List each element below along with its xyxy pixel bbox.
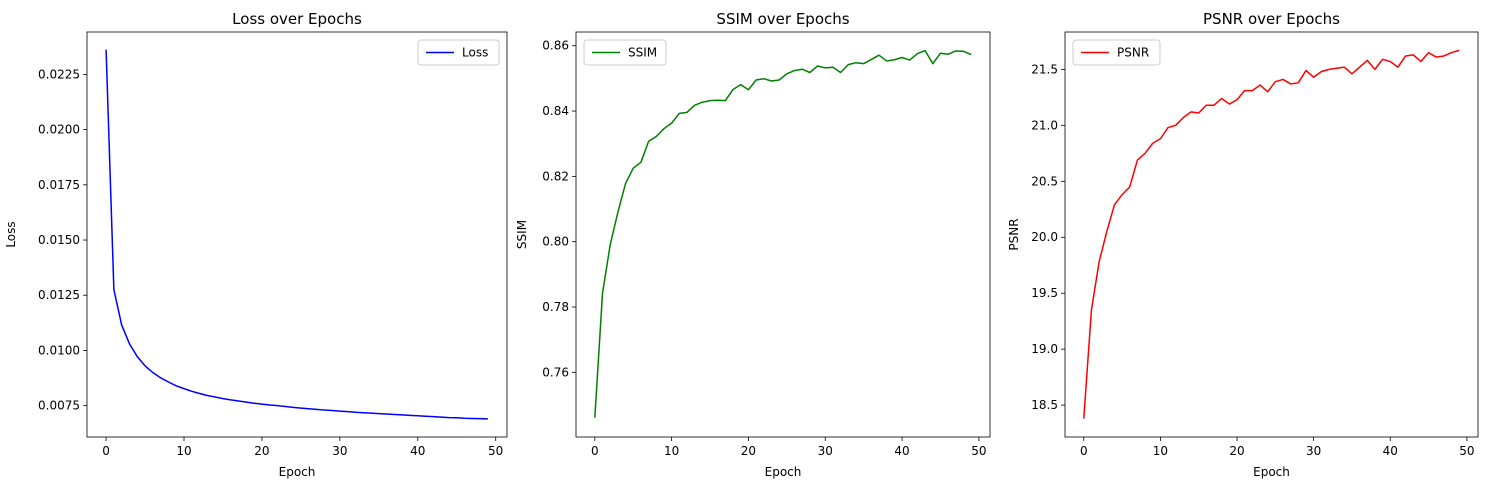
chart-1-y-tick-label: 0.0225 (38, 67, 80, 81)
chart-2-legend-label: SSIM (628, 46, 657, 60)
chart-1-y-tick-label: 0.0150 (38, 233, 80, 247)
chart-3-y-tick-label: 21.5 (1031, 62, 1058, 76)
chart-2-y-tick-label: 0.82 (542, 169, 569, 183)
chart-2-title: SSIM over Epochs (716, 10, 849, 28)
chart-1-x-tick-label: 40 (410, 444, 425, 458)
chart-1-y-tick-label: 0.0200 (38, 123, 80, 137)
chart-1: 0 10 20 30 40 50 0.0075 0.0100 0.0125 0.0150 0.017… (4, 10, 508, 479)
chart-3-x-tick-label: 10 (1153, 444, 1168, 458)
chart-2-y-tick-label: 0.78 (542, 300, 569, 314)
chart-3-y-tick-label: 19.0 (1031, 342, 1058, 356)
chart-2-legend: SSIM (583, 39, 667, 66)
chart-2-x-tick-label: 40 (894, 444, 909, 458)
chart-2-y-tick-label: 0.86 (542, 39, 569, 53)
chart-1-y-tick-label: 0.0175 (38, 178, 80, 192)
chart-1-title: Loss over Epochs (232, 10, 362, 28)
chart-3-legend-label: PSNR (1117, 46, 1149, 60)
chart-1-legend-box (417, 39, 500, 66)
chart-1-y-tick-label: 0.0075 (38, 399, 80, 413)
chart-2-x-tick-label: 10 (664, 444, 679, 458)
chart-3-y-tick-label: 20.0 (1031, 230, 1058, 244)
chart-2-x-tick-label: 20 (741, 444, 756, 458)
chart-2-series-line (594, 49, 972, 418)
chart-1-x-tick-label: 0 (102, 444, 110, 458)
chart-3-x-axis-label: Epoch (1253, 465, 1290, 479)
chart-3-legend: PSNR (1072, 39, 1161, 66)
chart-2-y-tick-label: 0.80 (542, 235, 569, 249)
chart-2-x-tick-label: 0 (591, 444, 599, 458)
chart-1-legend: Loss (417, 39, 500, 66)
chart-1-y-tick-label: 0.0100 (38, 343, 80, 357)
chart-2-y-tick-label: 0.84 (542, 104, 569, 118)
chart-3-x-tick-label: 50 (1459, 444, 1474, 458)
chart-1-x-tick-label: 10 (176, 444, 191, 458)
chart-3-y-tick-label: 20.5 (1031, 174, 1058, 188)
chart-3-x-tick-label: 0 (1080, 444, 1088, 458)
chart-3-y-tick-label: 19.5 (1031, 286, 1058, 300)
chart-3-x-tick-label: 30 (1306, 444, 1321, 458)
chart-3-x-tick-label: 20 (1229, 444, 1244, 458)
chart-3-y-tick-label: 21.0 (1031, 118, 1058, 132)
chart-2: 0 10 20 30 40 50 0.76 0.78 0.80 0.82 0.84 0.86 SSIM … (515, 10, 991, 479)
chart-1-x-axis-label: Epoch (279, 465, 316, 479)
chart-3-y-axis-label: PSNR (1007, 218, 1021, 250)
chart-2-y-axis-label: SSIM (515, 220, 529, 249)
chart-2-y-tick-label: 0.76 (542, 365, 569, 379)
chart-1-y-tick-label: 0.0125 (38, 288, 80, 302)
chart-1-x-tick-label: 30 (332, 444, 347, 458)
chart-2-x-tick-label: 30 (818, 444, 833, 458)
chart-1-x-tick-label: 20 (254, 444, 269, 458)
chart-1-series-line (105, 49, 488, 420)
chart-3-title: PSNR over Epochs (1203, 10, 1340, 28)
chart-2-x-axis-label: Epoch (765, 465, 802, 479)
chart-1-y-axis-label: Loss (4, 221, 18, 247)
chart-2-x-tick-label: 50 (971, 444, 986, 458)
chart-1-plot-area (86, 31, 508, 438)
chart-3-legend-box (1072, 39, 1161, 66)
chart-3-plot-area (1064, 31, 1479, 438)
chart-1-legend-label: Loss (462, 46, 488, 60)
chart-2-legend-box (583, 39, 667, 66)
chart-3-x-tick-label: 40 (1383, 444, 1398, 458)
chart-3-series-line (1083, 49, 1460, 419)
chart-3-y-tick-label: 18.5 (1031, 398, 1058, 412)
chart-2-plot-area (575, 31, 991, 438)
chart-3: 0 10 20 30 40 50 18.5 19.0 19.5 20.0 20.5 21.0 21.5 P… (1007, 10, 1479, 479)
chart-1-x-tick-label: 50 (488, 444, 503, 458)
